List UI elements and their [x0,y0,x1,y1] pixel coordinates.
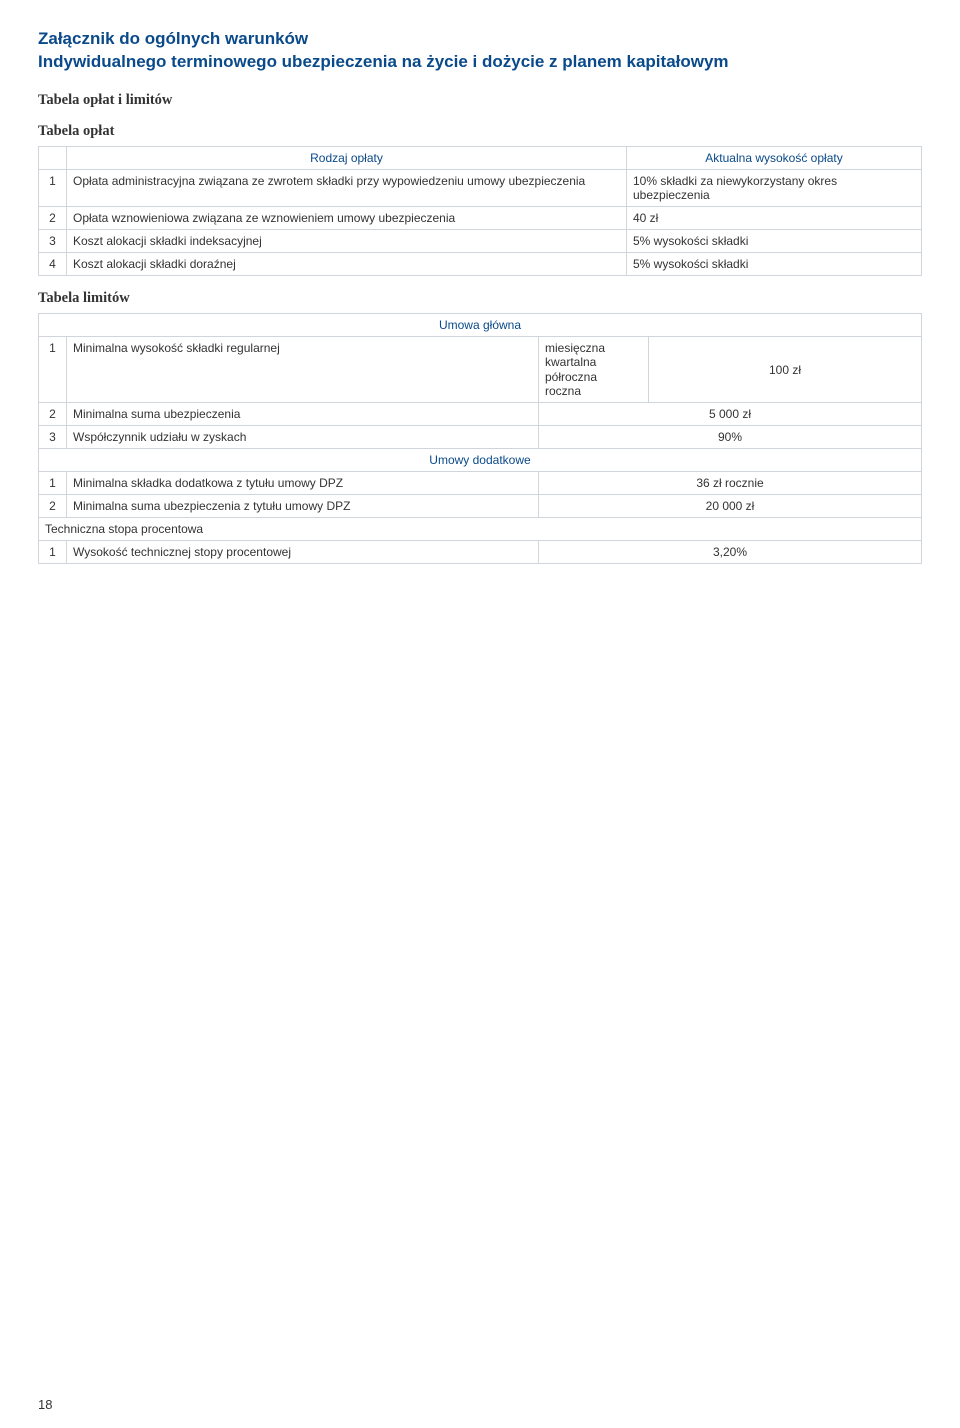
row-num: 2 [39,495,67,518]
table-row: 3 Współczynnik udziału w zyskach 90% [39,426,922,449]
table-row: 1 Opłata administracyjna związana ze zwr… [39,169,922,206]
row-desc: Wysokość technicznej stopy procentowej [67,541,539,564]
table-row: 1 Minimalna składka dodatkowa z tytułu u… [39,472,922,495]
row-val: 5% wysokości składki [627,252,922,275]
row-val: 10% składki za niewykorzystany okres ube… [627,169,922,206]
section-label: Umowa główna [39,313,922,336]
row-val: 3,20% [539,541,922,564]
row-val: 40 zł [627,206,922,229]
table-row: 3 Koszt alokacji składki indeksacyjnej 5… [39,229,922,252]
limits-heading: Tabela limitów [38,290,922,307]
table-row: 2 Opłata wznowieniowa związana ze wznowi… [39,206,922,229]
limits-table: Umowa główna 1 Minimalna wysokość składk… [38,313,922,565]
limits-section-main: Umowa główna [39,313,922,336]
section-label: Umowy dodatkowe [39,449,922,472]
table-row: 2 Minimalna suma ubezpieczenia 5 000 zł [39,403,922,426]
row-desc: Minimalna suma ubezpieczenia [67,403,539,426]
row-val: 90% [539,426,922,449]
row-num: 1 [39,336,67,403]
row-num: 3 [39,426,67,449]
row-desc: Koszt alokacji składki indeksacyjnej [67,229,627,252]
row-num: 2 [39,403,67,426]
section-label: Techniczna stopa procentowa [39,518,922,541]
limits-section-tech: Techniczna stopa procentowa [39,518,922,541]
fees-header-val: Aktualna wysokość opłaty [627,146,922,169]
row-num: 1 [39,169,67,206]
fees-table: Rodzaj opłaty Aktualna wysokość opłaty 1… [38,146,922,276]
row-desc: Minimalna wysokość składki regularnej [67,336,539,403]
row-num: 1 [39,472,67,495]
row-desc: Opłata wznowieniowa związana ze wznowien… [67,206,627,229]
row-val: 5 000 zł [539,403,922,426]
doc-subtitle: Tabela opłat i limitów [38,92,922,109]
freq-k: kwartalna [545,355,642,369]
fees-header-desc: Rodzaj opłaty [67,146,627,169]
freq-r: roczna [545,384,642,398]
limits-section-add: Umowy dodatkowe [39,449,922,472]
row-desc: Minimalna suma ubezpieczenia z tytułu um… [67,495,539,518]
table-row: 4 Koszt alokacji składki doraźnej 5% wys… [39,252,922,275]
row-val: 36 zł rocznie [539,472,922,495]
row-freq: miesięczna kwartalna półroczna roczna [539,336,649,403]
table-row: 1 Minimalna wysokość składki regularnej … [39,336,922,403]
table-row: 2 Minimalna suma ubezpieczenia z tytułu … [39,495,922,518]
fees-header-row: Rodzaj opłaty Aktualna wysokość opłaty [39,146,922,169]
row-desc: Opłata administracyjna związana ze zwrot… [67,169,627,206]
fees-header-blank [39,146,67,169]
row-val: 5% wysokości składki [627,229,922,252]
fees-heading: Tabela opłat [38,123,922,140]
table-row: 1 Wysokość technicznej stopy procentowej… [39,541,922,564]
row-num: 1 [39,541,67,564]
row-desc: Współczynnik udziału w zyskach [67,426,539,449]
row-num: 4 [39,252,67,275]
row-desc: Koszt alokacji składki doraźnej [67,252,627,275]
row-num: 3 [39,229,67,252]
row-num: 2 [39,206,67,229]
doc-title-line1: Załącznik do ogólnych warunków [38,28,922,51]
page-number: 18 [38,1397,52,1412]
row-val: 20 000 zł [539,495,922,518]
row-desc: Minimalna składka dodatkowa z tytułu umo… [67,472,539,495]
doc-title-line2: Indywidualnego terminowego ubezpieczenia… [38,51,922,74]
freq-m: miesięczna [545,341,642,355]
row-val: 100 zł [649,336,922,403]
freq-p: półroczna [545,370,642,384]
